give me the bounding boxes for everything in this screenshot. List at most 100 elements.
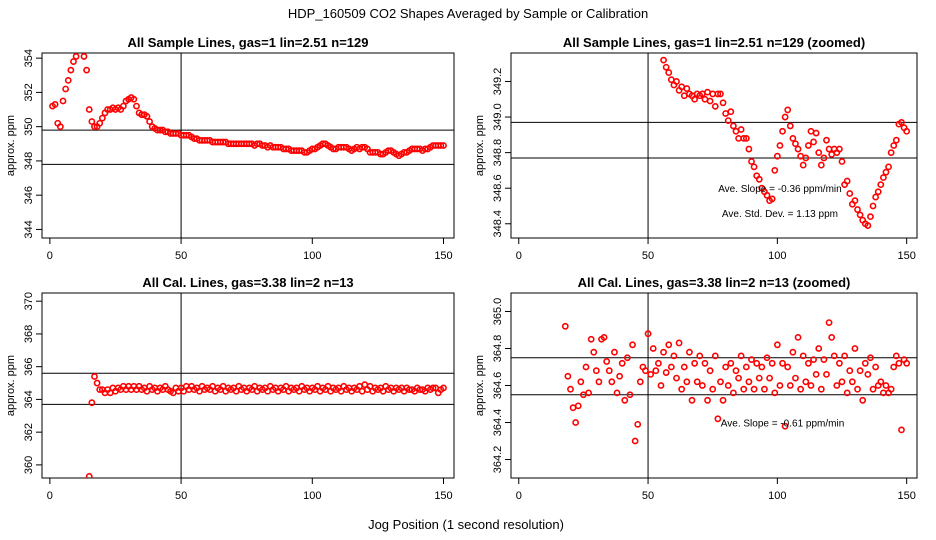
chart-2-data-point — [869, 202, 877, 210]
chart-4-data-point — [673, 374, 680, 382]
chart-4-data-point — [740, 385, 748, 393]
chart-2-x-tick-label: 0 — [516, 250, 522, 262]
figure-title: HDP_160509 CO2 Shapes Averaged by Sample… — [288, 6, 648, 21]
chart-4-data-point — [779, 359, 786, 367]
chart-2-data-point — [660, 56, 667, 64]
chart-4-data-point — [623, 354, 631, 362]
chart-4-y-axis-label: approx. ppm — [474, 355, 486, 416]
chart-4-data-point — [810, 356, 817, 363]
chart-4-data-point — [797, 385, 805, 393]
chart-2-data-point — [877, 181, 885, 189]
chart-3-y-tick-label: 364 — [23, 390, 35, 408]
chart-1-data-point — [62, 85, 70, 93]
chart-4-data-point — [717, 378, 724, 386]
chart-3-y-axis-label: approx. ppm — [5, 355, 17, 416]
chart-1-y-tick-label: 348 — [23, 152, 35, 170]
chart-4-data-point — [724, 382, 732, 389]
chart-1-title: All Sample Lines, gas=1 lin=2.51 n=129 — [128, 35, 369, 50]
chart-4-data-point — [843, 389, 851, 397]
chart-4-data-point — [784, 363, 792, 371]
chart-2-data-point — [898, 118, 905, 126]
figure-x-axis-label: Jog Position (1 second resolution) — [368, 517, 564, 532]
chart-1-data-point — [133, 102, 140, 110]
chart-2-data-point — [885, 163, 892, 171]
chart-4-data-point — [660, 348, 667, 356]
chart-2-x-tick-label: 50 — [642, 250, 654, 262]
chart-4-data-point — [706, 367, 714, 375]
chart-2-annotation: Ave. Std. Dev. = 1.13 ppm — [722, 209, 838, 220]
chart-1-x-tick-label: 0 — [47, 250, 53, 262]
chart-4-data-point — [753, 359, 761, 367]
chart-4-data-point — [567, 385, 574, 393]
chart-2-data-point — [815, 149, 823, 157]
chart-4-data-point — [592, 367, 600, 375]
chart-2-data-point — [719, 99, 727, 107]
chart-2-x-tick-label: 100 — [768, 250, 786, 262]
chart-4-data-point — [670, 352, 678, 360]
chart-4-data-point — [585, 389, 592, 397]
chart-2-data-point — [779, 127, 786, 135]
chart-3-data-point — [91, 373, 98, 380]
chart-2-data-point — [903, 127, 911, 135]
chart-4-data-point — [714, 415, 722, 423]
chart-4-data-point — [799, 352, 807, 360]
chart-4-data-point — [621, 396, 629, 404]
chart-1-data-point — [72, 53, 80, 60]
chart-1-data-point — [80, 53, 88, 60]
chart-4-data-point — [709, 385, 717, 393]
chart-4-data-point — [704, 396, 711, 404]
chart-4-data-point — [665, 341, 673, 349]
chart-4-data-point — [828, 333, 836, 341]
chart-2-plot-frame — [510, 52, 918, 239]
chart-3-y-tick-label: 370 — [23, 292, 35, 310]
chart-4-data-point — [817, 385, 825, 393]
chart-4-data-point — [742, 363, 750, 371]
chart-4-data-point — [854, 385, 861, 393]
chart-4-data-point — [898, 426, 905, 434]
chart-2-data-point — [727, 108, 735, 116]
chart-4-data-point — [851, 345, 859, 352]
chart-4-data-point — [766, 374, 773, 382]
chart-4-data-point — [786, 382, 794, 389]
chart-2-data-point — [892, 136, 900, 144]
chart-1-y-tick-label: 350 — [23, 117, 35, 135]
chart-1-data-point — [440, 142, 447, 149]
chart-2-data-point — [851, 197, 859, 205]
chart-2-data-point — [784, 106, 792, 114]
chart-4-plot-area — [511, 293, 917, 478]
chart-2-x-tick-label: 150 — [897, 250, 915, 262]
chart-4-data-point — [600, 333, 608, 341]
chart-4-data-point — [693, 378, 701, 386]
chart-2-data-point — [812, 129, 820, 137]
chart-4: All Cal. Lines, gas=3.38 lin=2 n=13 (zoo… — [474, 275, 918, 502]
chart-2-data-point — [742, 134, 750, 142]
chart-4-data-point — [892, 352, 900, 360]
chart-2-data-point — [776, 142, 784, 149]
chart-4-data-point — [789, 348, 797, 356]
chart-1: All Sample Lines, gas=1 lin=2.51 n=129 0 5… — [5, 35, 455, 262]
chart-4-data-point — [869, 385, 877, 393]
chart-2-data-point — [823, 136, 830, 144]
chart-3-x-tick-label: 0 — [47, 490, 53, 502]
chart-2-data-point — [691, 95, 699, 103]
chart-4-data-point — [823, 370, 830, 378]
chart-4-data-point — [616, 372, 624, 380]
chart-4-data-point — [675, 339, 683, 347]
chart-4-data-point — [595, 378, 603, 386]
chart-4-x-tick-label: 50 — [642, 490, 654, 502]
chart-4-data-point — [722, 363, 730, 371]
chart-4-data-point — [794, 333, 802, 341]
chart-2-data-point — [748, 158, 755, 165]
chart-2: All Sample Lines, gas=1 lin=2.51 n=129 (… — [474, 35, 918, 262]
chart-2-data-point — [750, 163, 758, 171]
chart-1-x-tick-label: 50 — [175, 250, 187, 262]
chart-4-data-point — [748, 356, 755, 363]
chart-4-data-point — [877, 378, 885, 386]
chart-2-y-tick-label: 348.6 — [492, 174, 504, 202]
chart-4-data-point — [564, 372, 572, 380]
chart-3-title: All Cal. Lines, gas=3.38 lin=2 n=13 — [142, 275, 353, 290]
chart-4-data-point — [611, 348, 618, 356]
chart-4-data-point — [859, 396, 867, 404]
chart-4-data-point — [657, 382, 665, 389]
